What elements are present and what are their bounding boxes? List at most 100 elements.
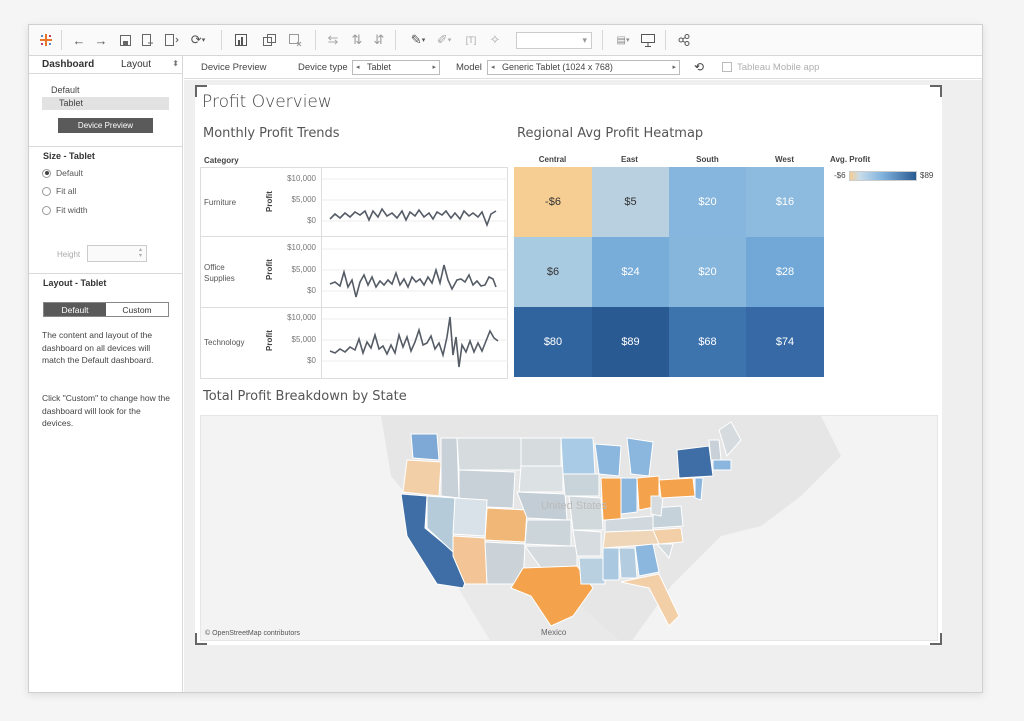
mobile-app-checkbox[interactable] [722, 62, 732, 72]
state-vt[interactable] [708, 439, 722, 461]
duplicate-icon[interactable] [259, 30, 279, 50]
heatmap-cell[interactable]: $68 [669, 307, 746, 377]
tab-menu-icon[interactable]: ⬍ [172, 59, 179, 68]
heatmap-cell[interactable]: -$6 [514, 167, 592, 237]
state-mn[interactable] [560, 437, 596, 475]
sort-desc-icon[interactable]: ⇵ [373, 32, 385, 47]
sparkline-technology[interactable] [329, 316, 499, 368]
state-ut[interactable] [452, 497, 488, 537]
state-id[interactable] [440, 437, 460, 499]
next-arrow-icon[interactable]: ▸ [432, 64, 436, 71]
presentation-icon[interactable] [639, 30, 657, 50]
row-divider [200, 236, 508, 237]
state-ia[interactable] [562, 473, 600, 497]
state-fl[interactable] [620, 573, 680, 627]
us-state-map[interactable] [201, 416, 938, 641]
fit-icon[interactable]: ▤ ▾ [616, 34, 630, 46]
rotate-device-icon[interactable]: ⟲ [694, 60, 705, 74]
device-preview-button[interactable]: Device Preview [58, 118, 153, 133]
state-ms[interactable] [602, 547, 620, 581]
heatmap-cell[interactable]: $28 [746, 237, 824, 307]
state-wi[interactable] [594, 443, 622, 477]
state-ar[interactable] [572, 529, 602, 557]
share-icon[interactable] [675, 30, 693, 50]
state-ks[interactable] [524, 519, 572, 547]
size-option-fit-width[interactable]: Fit width [42, 205, 88, 215]
state-mt[interactable] [456, 437, 522, 471]
sparkline-furniture[interactable] [329, 207, 497, 228]
heatmap-cell[interactable]: $20 [669, 237, 746, 307]
clear-icon[interactable] [285, 30, 305, 50]
state-ny[interactable] [676, 445, 714, 479]
prev-arrow-icon[interactable]: ◂ [356, 64, 360, 71]
state-az[interactable] [452, 535, 488, 585]
heatmap-cell[interactable]: $16 [746, 167, 824, 237]
redo-icon[interactable]: → [94, 32, 108, 48]
undo-icon[interactable]: ← [72, 32, 86, 48]
refresh-icon[interactable]: ⟳ ▾ [190, 32, 206, 47]
add-chart-icon[interactable] [231, 30, 253, 50]
state-la[interactable] [578, 557, 606, 585]
state-mi[interactable] [626, 437, 654, 477]
size-option-label: Fit all [56, 186, 77, 196]
state-ga[interactable] [634, 543, 660, 577]
device-type-select[interactable]: ◂ Tablet ▸ [352, 60, 440, 75]
size-option-default[interactable]: Default [42, 168, 83, 178]
heatmap-cell[interactable]: $5 [592, 167, 669, 237]
state-il[interactable] [600, 477, 622, 521]
size-option-fit-all[interactable]: Fit all [42, 186, 76, 196]
next-arrow-icon[interactable]: ▸ [672, 64, 676, 71]
state-mo[interactable] [568, 495, 604, 531]
toolbar: ← → ⟳ ▾ ⇆ ⇅ ⇵ ✎ ▾ ✐ ▾ [T] ✧ ▾ ▤ ▾ [29, 25, 982, 56]
state-sd[interactable] [518, 465, 564, 493]
annotate-icon[interactable]: ✐ ▾ [436, 32, 452, 47]
sparkline-office-supplies[interactable] [329, 264, 497, 298]
state-nj[interactable] [694, 477, 704, 501]
size-option-label: Default [56, 168, 83, 178]
highlight-icon[interactable]: ✎ ▾ [410, 32, 426, 47]
tab-layout[interactable]: Layout [121, 59, 152, 70]
heatmap-cell[interactable]: $89 [592, 307, 669, 377]
map-title: Total Profit Breakdown by State [203, 389, 407, 404]
new-datasource-icon[interactable] [139, 30, 155, 50]
state-nc[interactable] [652, 527, 684, 545]
state-sc[interactable] [655, 543, 674, 560]
height-input[interactable]: ▴ ▾ [87, 245, 147, 262]
heatmap-cell[interactable]: $80 [514, 307, 592, 377]
state-wy[interactable] [458, 469, 516, 509]
device-item-tablet[interactable]: Tablet [59, 98, 84, 108]
layout-custom-button[interactable]: Custom [122, 304, 152, 315]
save-icon[interactable] [117, 30, 133, 50]
fit-combo[interactable]: ▾ [516, 32, 592, 49]
tab-dashboard[interactable]: Dashboard [42, 59, 95, 70]
state-co[interactable] [484, 507, 528, 543]
heatmap-cell[interactable]: $6 [514, 237, 592, 307]
heatmap-cell[interactable]: $20 [669, 167, 746, 237]
tableau-logo-icon[interactable] [39, 30, 53, 50]
heatmap-cell[interactable]: $74 [746, 307, 824, 377]
state-me[interactable] [718, 421, 742, 458]
layout-default-button[interactable]: Default [44, 303, 106, 316]
sort-asc-icon[interactable]: ⇅ [351, 32, 363, 47]
prev-arrow-icon[interactable]: ◂ [491, 64, 495, 71]
label-icon[interactable]: [T] [465, 35, 477, 45]
state-wv[interactable] [650, 495, 664, 517]
legend-gradient[interactable] [849, 171, 917, 181]
stepper-icon[interactable]: ▴ ▾ [138, 247, 142, 259]
state-al[interactable] [618, 547, 638, 579]
sidebar-tabs: Dashboard Layout ⬍ [29, 56, 183, 74]
state-ma[interactable] [712, 459, 732, 471]
profit-map[interactable]: United States Mexico © OpenStreetMap con… [200, 415, 938, 641]
new-sheet-icon[interactable] [163, 30, 181, 50]
layout-mode-toggle: Default Custom [43, 302, 169, 317]
device-item-default[interactable]: Default [51, 85, 80, 95]
state-nd[interactable] [520, 437, 562, 467]
swap-icon[interactable]: ⇆ [327, 32, 339, 47]
state-wa[interactable] [410, 433, 440, 461]
state-in[interactable] [620, 477, 638, 515]
state-or[interactable] [402, 459, 442, 497]
pin-icon[interactable]: ✧ [489, 32, 501, 47]
state-pa[interactable] [658, 477, 696, 499]
heatmap-cell[interactable]: $24 [592, 237, 669, 307]
model-select[interactable]: ◂ Generic Tablet (1024 x 768) ▸ [487, 60, 680, 75]
